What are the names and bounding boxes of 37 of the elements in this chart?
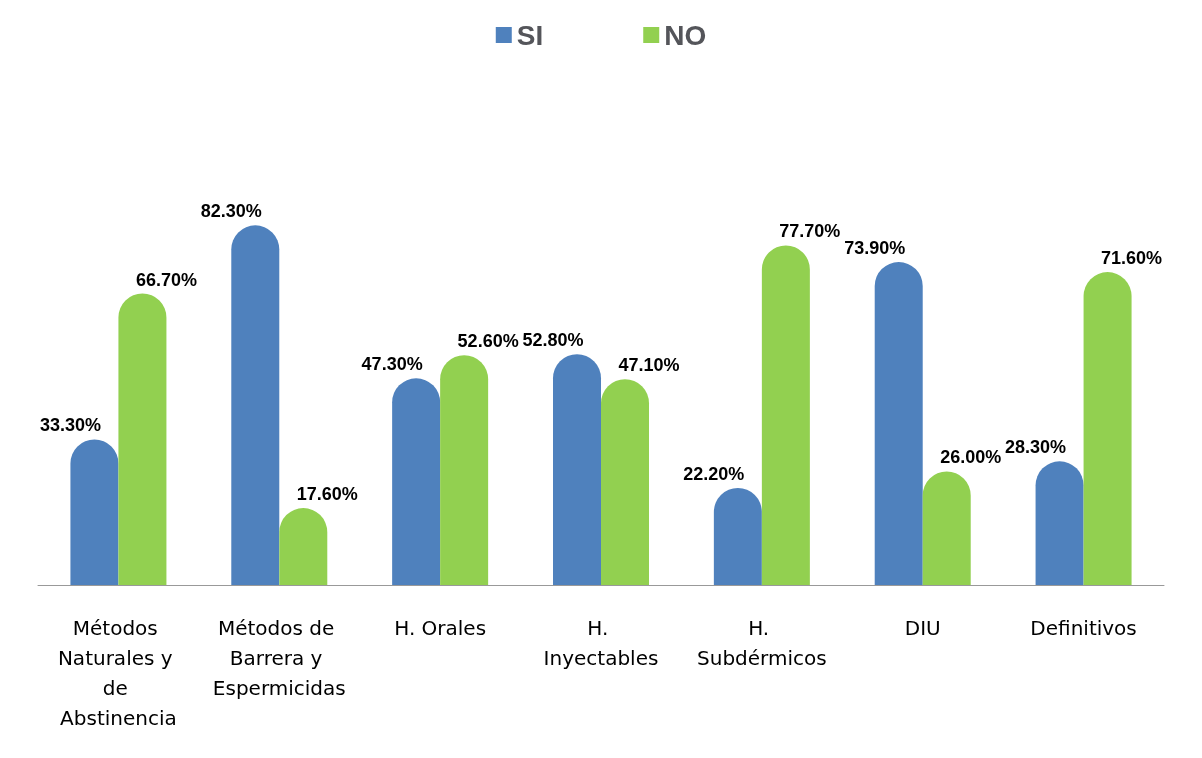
bar (713, 487, 762, 585)
data-label: 82.30% (200, 201, 262, 222)
legend-label: SI (516, 19, 544, 51)
x-tick-label: DIU (904, 616, 941, 640)
bar (874, 262, 923, 585)
bar (392, 378, 441, 585)
bar (70, 439, 119, 585)
data-label: 28.30% (1005, 437, 1067, 458)
x-tick-label: Definitivos (1030, 616, 1137, 640)
data-label: 52.80% (522, 330, 584, 351)
bar (553, 354, 601, 585)
data-label: 52.60% (457, 331, 519, 352)
bar (279, 508, 328, 585)
data-label: 26.00% (940, 447, 1002, 468)
bar (922, 471, 971, 585)
bar (231, 225, 280, 585)
data-label: 47.30% (361, 354, 423, 375)
bar (601, 379, 649, 585)
bar (1083, 272, 1132, 585)
data-label: 22.20% (683, 463, 745, 484)
bar (761, 245, 810, 585)
data-label: 17.60% (296, 484, 358, 505)
bar (440, 355, 489, 585)
data-label: 77.70% (779, 221, 841, 242)
bar (1035, 461, 1084, 585)
x-tick-label: Métodos de Barrera y Espermicidas (212, 616, 346, 700)
x-tick-label: H. Orales (394, 616, 487, 640)
x-tick-label: Métodos Naturales y de Abstinencia (57, 616, 179, 730)
data-label: 66.70% (135, 269, 197, 290)
data-label: 71.60% (1101, 248, 1163, 269)
data-label: 47.10% (618, 355, 680, 376)
x-tick-label: H. Subdérmicos (697, 616, 827, 670)
legend-label: NO (664, 19, 707, 51)
x-tick-label: H. Inyectables (543, 616, 659, 670)
data-label: 33.30% (39, 415, 101, 436)
bar (118, 293, 167, 585)
data-label: 73.90% (844, 238, 906, 259)
